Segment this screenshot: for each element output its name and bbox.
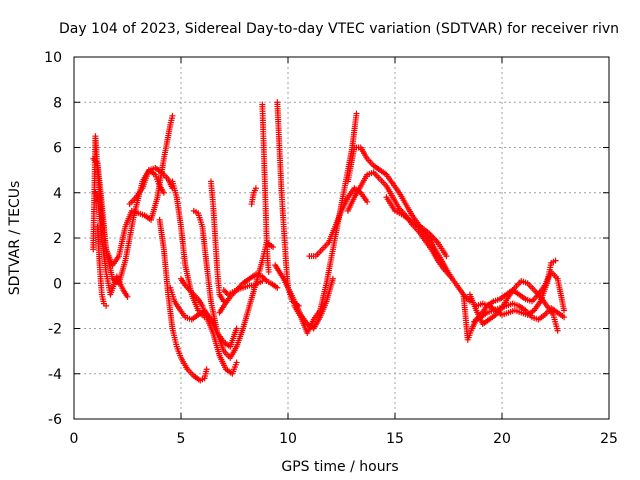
series-track-11 [207,178,227,305]
y-tick-label: 8 [53,95,62,111]
x-tick-label: 10 [279,431,297,447]
data-point [364,198,371,205]
chart-title: Day 104 of 2023, Sidereal Day-to-day VTE… [59,21,619,37]
data-point [233,325,240,332]
data-point [259,277,266,284]
data-point [103,302,110,309]
series-track-25 [466,277,561,334]
series-track-21 [344,169,454,280]
data-point [203,366,210,373]
series-track-13 [220,277,266,298]
x-tick-label: 15 [386,431,404,447]
data-point [443,253,450,260]
data-point [561,307,568,314]
data-point [353,110,360,117]
data-point [554,327,561,334]
data-points [90,99,568,384]
x-tick-label: 5 [177,431,186,447]
y-tick-label: 4 [53,186,62,202]
series-track-6 [156,216,210,384]
data-point [270,244,277,251]
data-point [252,185,259,192]
x-tick-label: 25 [600,431,618,447]
x-axis-label: GPS time / hours [281,459,398,475]
y-tick-label: -6 [48,412,62,428]
y-tick-label: -4 [48,367,62,383]
series-track-22 [383,194,450,260]
series-track-8 [169,178,208,321]
grid-lines [74,57,609,419]
y-tick-label: 10 [44,50,62,66]
axis-ticks: 0 5 10 15 20 25 -6 -4 -2 0 2 4 6 8 10 [44,50,618,447]
y-tick-label: -2 [48,322,62,338]
data-point [552,257,559,264]
data-point [265,268,272,275]
y-tick-label: 2 [53,231,62,247]
y-tick-label: 6 [53,141,62,157]
x-tick-label: 20 [493,431,511,447]
series-track-5 [126,164,176,208]
y-tick-label: 0 [53,276,62,292]
series-track-20 [344,144,473,305]
series-track-12 [216,271,281,316]
data-point [329,275,336,282]
data-point [233,359,240,366]
y-axis-label: SDTVAR / TECUs [7,181,23,296]
series-track-26 [473,257,559,318]
series-track-14 [248,185,259,208]
series-track-4 [94,223,110,309]
series-track-19 [306,185,371,260]
data-point [274,284,281,291]
series-track-15 [259,101,272,275]
data-point [561,314,568,321]
data-point [447,273,454,280]
x-tick-label: 0 [70,431,79,447]
data-point [169,112,176,119]
data-point [160,189,167,196]
series-track-3 [92,189,131,300]
series-track-10 [190,207,277,361]
data-point [124,293,131,300]
series-track-16 [274,99,302,309]
